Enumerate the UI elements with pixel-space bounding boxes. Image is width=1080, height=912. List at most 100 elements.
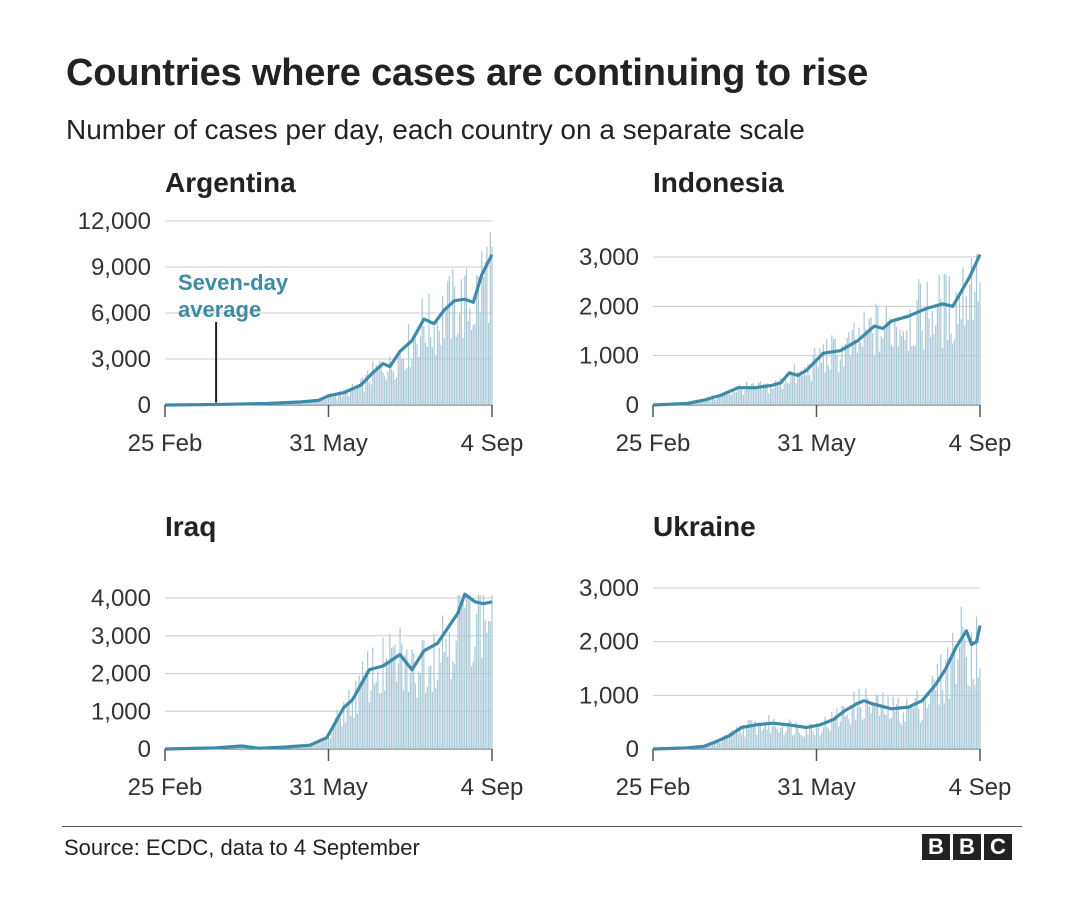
daily-bar	[904, 721, 906, 749]
daily-bar	[404, 369, 406, 405]
y-tick-label: 12,000	[78, 208, 151, 235]
daily-bar	[924, 308, 927, 405]
daily-bar	[769, 732, 772, 749]
seven-day-average-line	[164, 592, 493, 751]
daily-bar	[387, 371, 389, 405]
daily-bar	[698, 401, 700, 405]
daily-bar	[453, 286, 456, 405]
daily-bar	[300, 403, 302, 405]
daily-bar	[426, 686, 428, 749]
daily-bar	[751, 383, 753, 405]
daily-bar	[713, 740, 715, 749]
daily-bar	[803, 736, 806, 749]
daily-bar	[729, 732, 731, 749]
daily-bar	[435, 354, 437, 405]
daily-bar	[839, 359, 841, 405]
daily-bar	[960, 319, 962, 405]
daily-bar	[307, 745, 309, 749]
daily-bar	[918, 279, 920, 405]
daily-bar	[858, 327, 860, 405]
daily-bar	[450, 678, 452, 749]
y-tick-label: 2,000	[91, 661, 151, 688]
x-tick-label: 31 May	[289, 430, 368, 457]
daily-bar	[319, 400, 321, 405]
daily-bar	[314, 401, 316, 405]
daily-bar	[906, 698, 908, 749]
daily-bar	[838, 372, 840, 405]
daily-bar	[877, 305, 879, 405]
chart-subtitle: Number of cases per day, each country on…	[66, 114, 805, 145]
daily-bar	[300, 746, 302, 749]
daily-bar	[241, 746, 243, 749]
daily-bar	[812, 731, 814, 749]
daily-bar	[880, 336, 882, 405]
daily-bar	[832, 339, 835, 405]
y-tick-label: 3,000	[91, 623, 151, 650]
daily-bar	[979, 281, 981, 405]
daily-bar	[488, 323, 490, 405]
daily-bar	[930, 694, 932, 749]
daily-bar	[892, 696, 894, 749]
daily-bar	[418, 671, 420, 749]
daily-bar	[936, 663, 939, 749]
daily-bar	[377, 671, 379, 749]
daily-bar	[839, 721, 841, 749]
daily-bar	[786, 724, 789, 749]
daily-bar	[914, 697, 916, 749]
daily-bar	[829, 369, 831, 405]
daily-bar	[822, 727, 824, 749]
daily-bar	[870, 712, 872, 749]
daily-bar	[924, 699, 927, 749]
daily-bar	[890, 717, 893, 749]
daily-bar	[855, 339, 857, 405]
daily-bar	[902, 331, 904, 405]
daily-bar	[938, 274, 940, 405]
daily-bar	[865, 329, 867, 405]
daily-bar	[740, 387, 743, 405]
daily-bar	[312, 742, 314, 749]
daily-bar	[897, 346, 899, 405]
daily-bar	[749, 720, 751, 749]
y-tick-label: 3,000	[579, 244, 639, 271]
daily-bar	[312, 402, 314, 405]
daily-bar	[919, 283, 921, 405]
panel-title: Argentina	[165, 167, 296, 198]
daily-bar	[812, 355, 814, 405]
daily-bar	[445, 638, 447, 749]
daily-bar	[720, 742, 722, 749]
daily-bar	[742, 725, 744, 749]
daily-bar	[363, 675, 365, 749]
daily-bar	[907, 350, 910, 405]
daily-bar	[851, 330, 853, 405]
daily-bar	[781, 726, 784, 749]
daily-bar	[479, 594, 481, 749]
daily-bar	[841, 705, 843, 749]
daily-bar	[974, 291, 976, 405]
daily-bar	[941, 689, 944, 749]
daily-bar	[452, 268, 454, 405]
daily-bar	[798, 372, 801, 405]
daily-bar	[953, 650, 956, 749]
daily-bar	[350, 388, 352, 405]
daily-bar	[433, 326, 435, 405]
daily-bar	[867, 333, 869, 405]
daily-bar	[899, 721, 901, 749]
daily-bar	[740, 734, 743, 749]
daily-bar	[479, 311, 481, 405]
daily-bar	[725, 738, 727, 749]
daily-bar	[882, 338, 884, 405]
daily-bar	[773, 387, 775, 405]
daily-bar	[919, 722, 921, 749]
daily-bar	[334, 717, 336, 749]
daily-bar	[723, 734, 726, 749]
daily-bar	[776, 728, 778, 749]
daily-bar	[399, 627, 401, 749]
daily-bar	[858, 688, 860, 749]
daily-bar	[788, 719, 790, 749]
daily-bar	[875, 303, 877, 405]
daily-bar	[460, 601, 462, 749]
source-note: Source: ECDC, data to 4 September	[64, 835, 420, 860]
daily-bar	[778, 732, 780, 749]
y-tick-label: 0	[138, 736, 151, 763]
daily-bar	[795, 383, 797, 405]
